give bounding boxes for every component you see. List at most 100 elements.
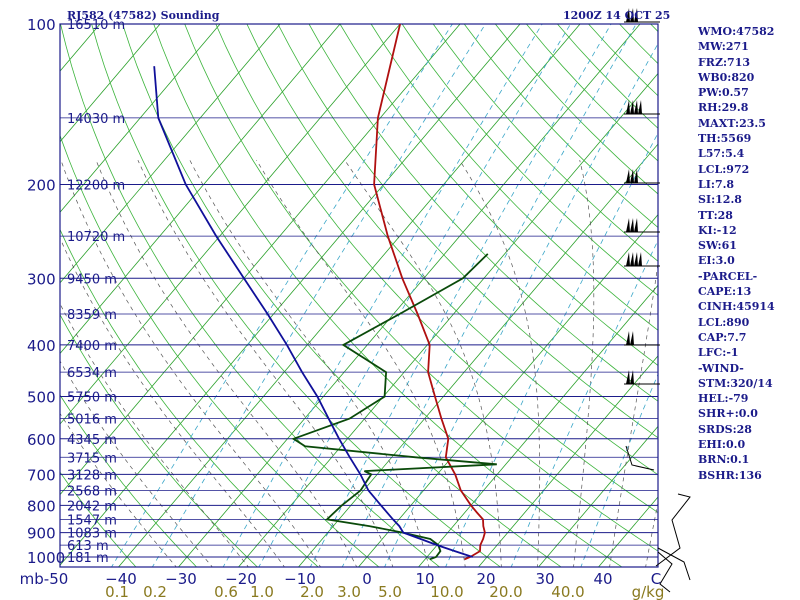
wind-barb [657, 547, 691, 581]
wind-barbs [624, 8, 691, 593]
mixing-ratio-line [111, 24, 453, 567]
height-label: 7400 m [67, 339, 117, 354]
stat-line: LFC:-1 [698, 346, 739, 360]
isotherm-line [60, 24, 341, 355]
mixing-ratio-label: 2.0 [300, 583, 324, 600]
moist-adiabat [256, 159, 466, 567]
isotherm-line [60, 24, 161, 143]
isotherm-line [237, 72, 658, 567]
isotherm-line [177, 24, 641, 567]
wind-barb [657, 551, 673, 593]
pressure-tick-label: 200 [27, 176, 56, 194]
stat-line: TH:5569 [698, 132, 752, 146]
height-label: 5016 m [67, 413, 117, 428]
isotherm-line [597, 496, 658, 567]
stat-line: FRZ:713 [698, 55, 751, 69]
stat-line: SI:12.8 [698, 193, 742, 207]
pressure-tick-label: 100 [27, 16, 56, 34]
stat-line: LCL:890 [698, 315, 750, 329]
mixing-ratio-line [580, 373, 658, 567]
stat-line: STM:320/14 [698, 376, 773, 390]
height-label: 3128 m [67, 468, 117, 483]
temperature-tick-label: 10 [415, 570, 434, 588]
temperature-tick-label: mb-50 [20, 570, 69, 588]
dry-adiabat [60, 471, 137, 567]
moist-adiabat [645, 501, 658, 567]
isotherm-line [117, 24, 581, 567]
moist-adiabat [189, 159, 430, 567]
height-label: 181 m [67, 551, 109, 566]
wind-barb [624, 370, 660, 385]
stat-line: WB0:820 [698, 70, 755, 84]
mixing-ratio-label: 3.0 [337, 583, 361, 600]
height-label: 613 m [67, 539, 109, 554]
mixing-ratio-line [151, 24, 486, 567]
moist-adiabat [137, 159, 394, 567]
mixing-ratio-line [384, 42, 658, 567]
wind-barb [655, 493, 691, 567]
wind-barb [624, 169, 660, 184]
mixing-ratio-label: 40.0 [551, 583, 584, 600]
height-label: 16510 m [67, 18, 125, 33]
isotherm-line [60, 24, 521, 566]
temperature-tick-label: 30 [535, 570, 554, 588]
pressure-tick-label: 300 [27, 270, 56, 288]
mixing-ratio-label: 5.0 [378, 583, 402, 600]
stat-line: SRDS:28 [698, 422, 752, 436]
stat-line: -WIND- [698, 361, 744, 375]
stat-line: RH:29.8 [698, 101, 749, 115]
mixing-ratio-label: 0.6 [214, 583, 238, 600]
stat-line: CINH:45914 [698, 300, 775, 314]
wind-barb [625, 445, 655, 471]
height-label: 5750 m [67, 391, 117, 406]
isobars [59, 23, 659, 568]
isotherm-line [297, 143, 658, 567]
stat-line: LCL:972 [698, 162, 750, 176]
stat-line: SW:61 [698, 239, 737, 253]
moist-adiabat [60, 159, 321, 567]
dry-adiabat [91, 24, 502, 567]
height-label: 2568 m [67, 484, 117, 499]
isotherm-line [60, 24, 221, 213]
mixing-ratio-label: 1.0 [250, 583, 274, 600]
mixing-ratio-label: 10.0 [430, 583, 463, 600]
stat-line: HEL:-79 [698, 392, 749, 406]
height-label: 3715 m [67, 451, 117, 466]
isotherm-line [477, 355, 658, 567]
temperature-tick-label: −20 [225, 570, 257, 588]
height-label: 1083 m [67, 527, 117, 542]
stat-line: MW:271 [698, 40, 749, 54]
stat-line: -PARCEL- [698, 269, 758, 283]
temperature-profile [373, 24, 486, 561]
isotherm-line [60, 24, 401, 425]
dry-adiabat [122, 24, 562, 567]
height-label: 4345 m [67, 433, 117, 448]
height-label: 9450 m [67, 272, 117, 287]
chart-title: RJ582 (47582) Sounding [67, 9, 220, 22]
mixing-ratio-line [258, 24, 571, 567]
height-label: 14030 m [67, 112, 125, 127]
dry-adiabat [60, 313, 258, 567]
isotherm-line [417, 284, 658, 567]
mixing-ratio-label: 20.0 [489, 583, 522, 600]
sounding-profiles [153, 24, 497, 561]
chart-datetime: 1200Z 14 OCT 25 [563, 9, 670, 22]
pressure-tick-label: 400 [27, 337, 56, 355]
pressure-tick-label: 500 [27, 389, 56, 407]
isotherm-line [60, 24, 461, 496]
stat-line: EI:3.0 [698, 254, 735, 268]
temperature-tick-label: −10 [284, 570, 316, 588]
stat-line: BRN:0.1 [698, 453, 750, 467]
stat-line: TT:28 [698, 208, 733, 222]
pressure-tick-label: 800 [27, 497, 56, 515]
stat-line: KI:-12 [698, 223, 737, 237]
isotherm-line [537, 425, 658, 567]
moist-adiabat [573, 160, 595, 567]
wind-barb [624, 8, 660, 23]
moist-adiabat [60, 237, 285, 567]
stat-line: PW:0.57 [698, 86, 749, 100]
temperature-tick-label: 20 [476, 570, 495, 588]
temperature-tick-label: −30 [165, 570, 197, 588]
